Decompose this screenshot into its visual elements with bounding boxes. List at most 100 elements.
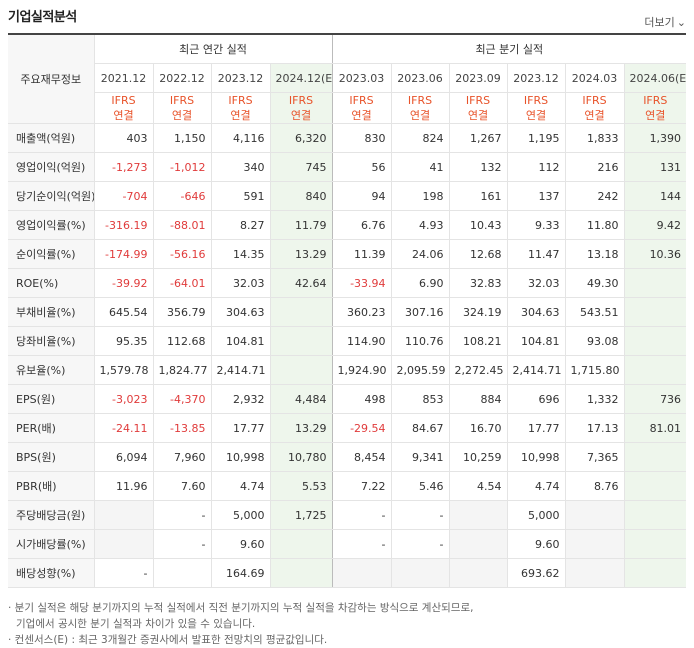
quarter-cell: 216 bbox=[564, 152, 625, 182]
quarter-cell: 360.23 bbox=[331, 297, 392, 327]
quarter-cell: 13.18 bbox=[564, 239, 625, 269]
quarter-ifrs-header: IFRS 연결 bbox=[331, 92, 392, 124]
quarter-cell: 324.19 bbox=[448, 297, 508, 327]
annual-cell: 403 bbox=[93, 123, 153, 153]
annual-cell: 645.54 bbox=[93, 297, 153, 327]
quarter-cell: 2,414.71 bbox=[506, 355, 566, 385]
annual-cell: 745 bbox=[269, 152, 333, 182]
quarter-ifrs-header: IFRS 연결 bbox=[623, 92, 687, 124]
annual-cell: 8.27 bbox=[210, 210, 270, 240]
quarter-cell: 41 bbox=[390, 152, 450, 182]
quarter-cell bbox=[448, 500, 508, 530]
row-label: 당좌비율(%) bbox=[8, 326, 94, 356]
quarter-cell: 81.01 bbox=[623, 413, 687, 443]
annual-cell bbox=[269, 297, 333, 327]
ifrs-label: IFRS bbox=[465, 94, 491, 107]
annual-cell: - bbox=[93, 558, 153, 588]
annual-period-header: 2024.12(E) bbox=[269, 63, 333, 93]
more-button[interactable]: 더보기 ⌄ bbox=[644, 14, 686, 30]
quarter-ifrs-header: IFRS 연결 bbox=[506, 92, 566, 124]
quarter-cell: 10,259 bbox=[448, 442, 508, 472]
consolidated-label: 연결 bbox=[290, 109, 312, 122]
top-divider bbox=[8, 33, 686, 35]
table-row: 당기순이익(억원) -704 -646 591 840 94 198 161 137 242 144 bbox=[8, 181, 687, 211]
quarter-ifrs-header: IFRS 연결 bbox=[390, 92, 450, 124]
consolidated-label: 연결 bbox=[351, 109, 372, 122]
footnote-2: 기업에서 공시한 분기 실적과 차이가 있을 수 있습니다. bbox=[16, 618, 256, 630]
quarter-cell: 93.08 bbox=[564, 326, 625, 356]
quarter-cell: 5.46 bbox=[390, 471, 450, 501]
annual-period-header: 2022.12 bbox=[152, 63, 211, 93]
annual-cell: - bbox=[152, 500, 211, 530]
quarter-cell: 16.70 bbox=[448, 413, 508, 443]
quarter-cell: 32.83 bbox=[448, 268, 508, 298]
annual-cell bbox=[269, 326, 333, 356]
annual-cell: 10,780 bbox=[269, 442, 333, 472]
annual-cell: 10,998 bbox=[210, 442, 270, 472]
quarter-period-header: 2023.06 bbox=[390, 63, 450, 93]
quarter-cell bbox=[623, 529, 687, 559]
annual-ifrs-header: IFRS 연결 bbox=[210, 92, 270, 124]
annual-cell: 1,824.77 bbox=[152, 355, 211, 385]
quarter-cell: 8.76 bbox=[564, 471, 625, 501]
more-label: 더보기 bbox=[644, 16, 675, 29]
quarter-cell: 543.51 bbox=[564, 297, 625, 327]
row-label: EPS(원) bbox=[8, 384, 94, 414]
annual-cell: 112.68 bbox=[152, 326, 211, 356]
quarter-cell: 104.81 bbox=[506, 326, 566, 356]
quarter-cell: 1,924.90 bbox=[331, 355, 392, 385]
row-label: BPS(원) bbox=[8, 442, 94, 472]
annual-cell: 6,094 bbox=[93, 442, 153, 472]
quarter-cell: 161 bbox=[448, 181, 508, 211]
consolidated-label: 연결 bbox=[171, 109, 193, 122]
quarter-cell: 7.22 bbox=[331, 471, 392, 501]
ifrs-label: IFRS bbox=[407, 94, 433, 107]
quarter-cell: 131 bbox=[623, 152, 687, 182]
quarter-period-header: 2024.03 bbox=[564, 63, 625, 93]
row-header-label: 주요재무정보 bbox=[8, 35, 94, 124]
quarter-cell: 11.47 bbox=[506, 239, 566, 269]
ifrs-label: IFRS bbox=[288, 94, 314, 107]
annual-cell: -646 bbox=[152, 181, 211, 211]
quarter-cell: 5,000 bbox=[506, 500, 566, 530]
row-label: ROE(%) bbox=[8, 268, 94, 298]
annual-cell: -316.19 bbox=[93, 210, 153, 240]
quarter-cell: 56 bbox=[331, 152, 392, 182]
quarter-cell: 11.39 bbox=[331, 239, 392, 269]
quarter-cell bbox=[390, 558, 450, 588]
quarter-cell: - bbox=[331, 500, 392, 530]
annual-cell: -3,023 bbox=[93, 384, 153, 414]
table-row: BPS(원) 6,094 7,960 10,998 10,780 8,454 9,341 10… bbox=[8, 442, 687, 472]
quarter-cell bbox=[564, 529, 625, 559]
quarter-cell bbox=[564, 558, 625, 588]
row-label: 순이익률(%) bbox=[8, 239, 94, 269]
consolidated-label: 연결 bbox=[525, 109, 547, 122]
consolidated-label: 연결 bbox=[467, 109, 489, 122]
quarter-cell: 853 bbox=[390, 384, 450, 414]
quarter-cell: - bbox=[331, 529, 392, 559]
table-row: 부채비율(%) 645.54 356.79 304.63 360.23 307.16 324… bbox=[8, 297, 687, 327]
consolidated-label: 연결 bbox=[645, 109, 666, 122]
quarter-cell: 9,341 bbox=[390, 442, 450, 472]
annual-cell: 164.69 bbox=[210, 558, 270, 588]
consolidated-label: 연결 bbox=[409, 109, 431, 122]
quarter-cell: 10,998 bbox=[506, 442, 566, 472]
annual-cell: 42.64 bbox=[269, 268, 333, 298]
table-row: 영업이익(억원) -1,273 -1,012 340 745 56 41 132 112 216 1… bbox=[8, 152, 687, 182]
annual-cell: -56.16 bbox=[152, 239, 211, 269]
quarter-cell: 32.03 bbox=[506, 268, 566, 298]
table-row: 당좌비율(%) 95.35 112.68 104.81 114.90 110.76 108.… bbox=[8, 326, 687, 356]
section-title: 기업실적분석 bbox=[8, 10, 77, 25]
quarter-cell bbox=[623, 500, 687, 530]
quarter-cell: 10.43 bbox=[448, 210, 508, 240]
quarter-cell: 94 bbox=[331, 181, 392, 211]
annual-cell: -39.92 bbox=[93, 268, 153, 298]
ifrs-label: IFRS bbox=[643, 94, 668, 107]
table-row: 배당성향(%) - 164.69 693.62 bbox=[8, 558, 687, 588]
annual-cell: 11.79 bbox=[269, 210, 333, 240]
annual-cell: 11.96 bbox=[93, 471, 153, 501]
annual-period-header: 2021.12 bbox=[93, 63, 153, 93]
annual-cell: 13.29 bbox=[269, 413, 333, 443]
quarter-cell: 198 bbox=[390, 181, 450, 211]
quarter-cell: 498 bbox=[331, 384, 392, 414]
